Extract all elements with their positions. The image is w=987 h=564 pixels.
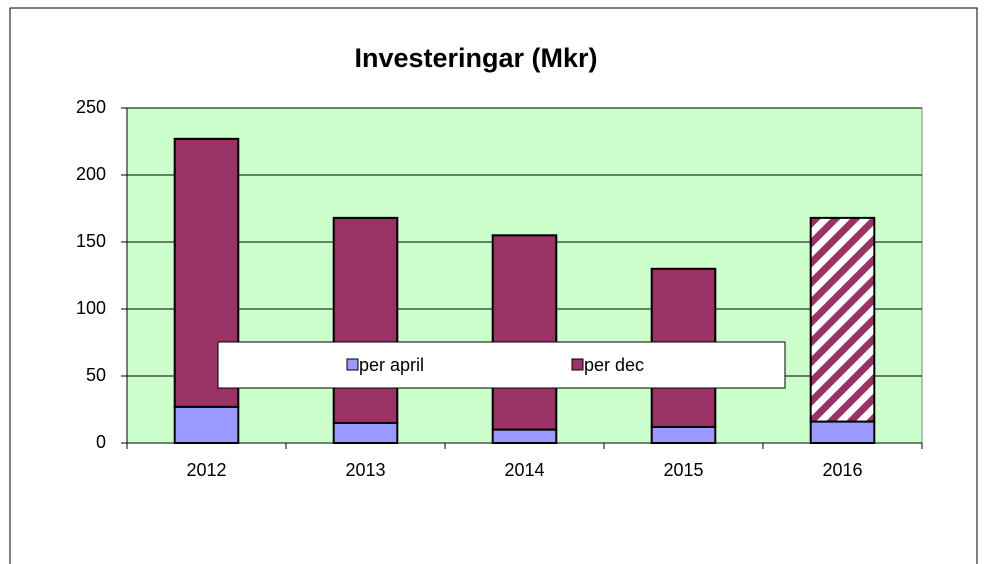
bar-segment — [809, 420, 876, 444]
bar-segment — [650, 425, 717, 445]
y-tick-label: 100 — [76, 298, 106, 318]
x-tick-label: 2014 — [504, 460, 544, 480]
y-tick-label: 200 — [76, 164, 106, 184]
chart-title: Investeringar (Mkr) — [354, 43, 597, 73]
y-tick-label: 0 — [96, 432, 106, 452]
x-tick-label: 2016 — [822, 460, 862, 480]
bar-segment — [491, 428, 558, 445]
x-tick-label: 2015 — [663, 460, 703, 480]
legend-swatch — [571, 358, 584, 371]
y-tick-label: 50 — [86, 365, 106, 385]
bar-segment — [332, 216, 399, 424]
legend-label: per april — [359, 355, 424, 375]
x-tick-label: 2013 — [345, 460, 385, 480]
legend-label: per dec — [584, 355, 644, 375]
legend-swatch — [346, 358, 359, 371]
y-tick-label: 250 — [76, 97, 106, 117]
bar-segment — [332, 421, 399, 444]
legend-box — [217, 341, 786, 389]
x-tick-label: 2012 — [186, 460, 226, 480]
bar-segment — [809, 216, 876, 423]
bar-segment — [173, 405, 240, 445]
bar-segment — [491, 234, 558, 431]
y-tick-label: 150 — [76, 231, 106, 251]
